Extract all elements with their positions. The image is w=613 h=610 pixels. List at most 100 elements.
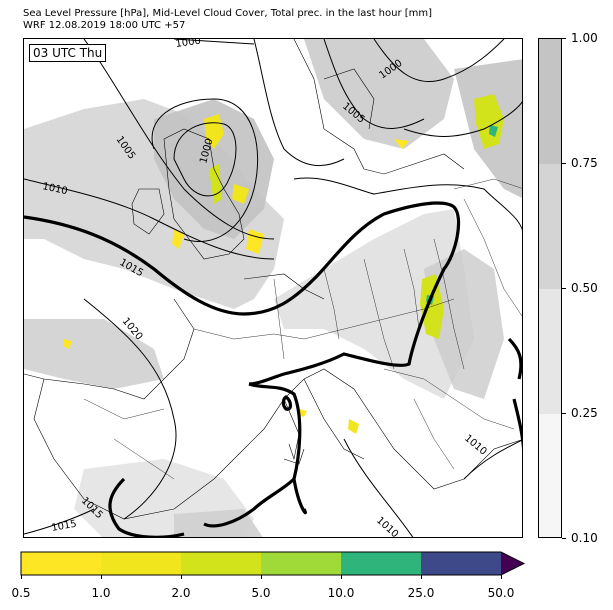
cloud-colorbar-tick <box>562 538 566 539</box>
chart-title-line-1: Sea Level Pressure [hPa], Mid-Level Clou… <box>23 8 433 19</box>
precip-cell <box>209 164 222 204</box>
cloud-colorbar-segment <box>539 414 561 537</box>
isobar-1015 <box>108 477 185 537</box>
cloud-area <box>274 209 474 399</box>
precip-colorbar-segment <box>21 552 101 575</box>
weather-map: 1000 1000 1000 1005 1005 1010 1020 1015 … <box>23 38 523 538</box>
precip-cell <box>63 339 72 349</box>
border <box>323 268 340 340</box>
precip-cell <box>474 94 504 149</box>
isobar-1015 <box>203 477 296 528</box>
precip-cell <box>172 229 184 249</box>
isobar-label: 1000 <box>175 39 202 50</box>
precip-colorbar-tick-label: 1.0 <box>91 586 111 600</box>
precip-colorbar-tick-label: 50.0 <box>487 586 515 600</box>
isobar-label: 1010 <box>41 181 68 197</box>
precip-colorbar-tick <box>341 575 342 579</box>
isobar-label: 1010 <box>462 433 489 458</box>
precip-colorbar-tick <box>261 575 262 579</box>
isobar <box>173 122 237 197</box>
isobar <box>463 439 522 480</box>
cloud-colorbar-tick-label: 0.10 <box>571 531 598 545</box>
cloud-colorbar-segment <box>539 164 561 289</box>
isobar-1015 <box>507 337 522 380</box>
coastline <box>283 448 305 465</box>
cloud-colorbar-tick-label: 0.75 <box>571 156 598 170</box>
precip-colorbar-segment <box>421 552 501 575</box>
cloud-colorbar-tick-label: 0.25 <box>571 406 598 420</box>
isobar-1015 <box>512 398 522 450</box>
isobar <box>343 438 414 537</box>
cloud-cover-layer <box>24 39 522 537</box>
isobar <box>83 298 177 520</box>
coastlines-layer <box>24 39 522 520</box>
border <box>113 438 175 480</box>
isobar <box>253 39 345 167</box>
precip-cell <box>394 139 409 149</box>
border <box>83 398 165 420</box>
coastline <box>283 398 300 461</box>
precip-colorbar-tick <box>181 575 182 579</box>
coastline <box>323 68 375 130</box>
coastline <box>303 378 365 460</box>
isobar <box>24 508 95 535</box>
precip-colorbar-tick-label: 2.0 <box>171 586 191 600</box>
cloud-colorbar-tick <box>562 38 566 39</box>
isobar <box>403 101 522 137</box>
precip-colorbar <box>20 551 526 577</box>
precip-cell <box>232 184 249 204</box>
border <box>413 398 455 470</box>
isobar <box>293 177 522 231</box>
precip-colorbar-tick <box>501 575 502 579</box>
border <box>383 368 515 430</box>
coastline <box>293 39 465 175</box>
cloud-area <box>424 249 504 399</box>
border <box>403 248 420 330</box>
cloud-colorbar-segment <box>539 289 561 414</box>
precip-colorbar-tick <box>101 575 102 579</box>
cloud-colorbar-tick <box>562 413 566 414</box>
border <box>193 298 455 340</box>
precip-colorbar-tick <box>421 575 422 579</box>
isobar <box>173 39 255 45</box>
isobar-label: 1010 <box>374 515 400 538</box>
cloud-area <box>304 39 454 149</box>
isobars-layer <box>24 39 522 537</box>
isobar-1015-thick-layer <box>24 201 522 537</box>
coastline <box>24 298 195 400</box>
precip-colorbar-tick-label: 10.0 <box>327 586 355 600</box>
precip-colorbar-svg <box>20 551 526 576</box>
cloud-colorbar-tick-label: 0.50 <box>571 281 598 295</box>
valid-time-label: 03 UTC Thu <box>29 44 107 62</box>
coastline <box>243 273 325 300</box>
isobar-1015 <box>281 395 293 411</box>
precip-colorbar-tick <box>21 575 22 579</box>
isobar-1015 <box>24 201 461 386</box>
cloud-area <box>24 319 164 389</box>
isobar <box>323 39 425 129</box>
precip-colorbar-segment <box>181 552 261 575</box>
precip-colorbar-tick-label: 25.0 <box>407 586 435 600</box>
cloud-cover-colorbar <box>538 38 562 538</box>
coastline <box>131 188 165 235</box>
cloud-colorbar-tick-label: 1.00 <box>571 31 598 45</box>
isobar <box>373 39 505 83</box>
borders-layer <box>83 178 522 480</box>
isobar <box>24 178 275 260</box>
isobar-1015 <box>248 382 307 515</box>
precip-colorbar-segment <box>341 552 421 575</box>
precip-colorbar-segment <box>261 552 341 575</box>
coastline <box>33 368 522 520</box>
map-canvas: 1000 1000 1000 1005 1005 1010 1020 1015 … <box>24 39 522 538</box>
precip-cell <box>348 419 359 434</box>
isobar-label: 1015 <box>51 519 78 534</box>
border <box>463 198 522 317</box>
precip-colorbar-outline <box>20 551 526 576</box>
cloud-colorbar-tick <box>562 288 566 289</box>
border <box>363 258 395 370</box>
chart-title-line-2: WRF 12.08.2019 18:00 UTC +57 <box>23 20 186 31</box>
precip-colorbar-segment <box>101 552 181 575</box>
border <box>433 238 465 370</box>
isobar <box>151 98 259 243</box>
border <box>273 278 285 360</box>
